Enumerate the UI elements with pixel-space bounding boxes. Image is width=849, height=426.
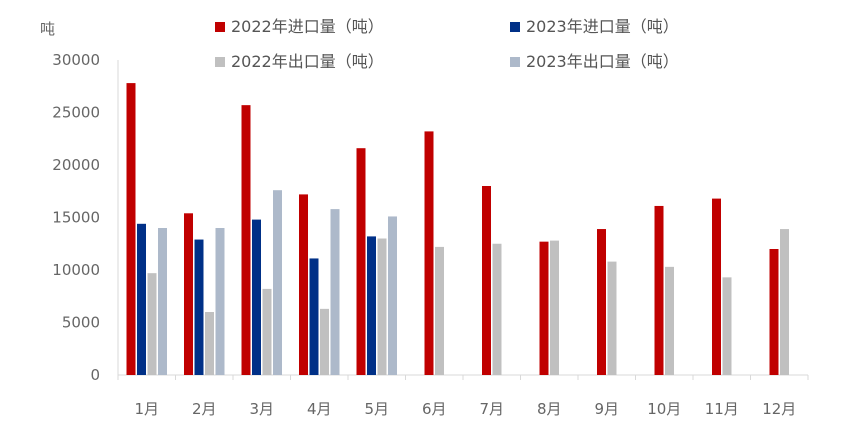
bar <box>299 194 308 375</box>
bar <box>712 198 721 375</box>
legend: 2022年进口量（吨） 2023年进口量（吨） 2022年出口量（吨） 2023年出口… <box>215 17 679 71</box>
y-unit-label: 吨 <box>40 20 55 38</box>
legend-swatch <box>510 57 520 67</box>
bar <box>126 83 136 375</box>
x-tick-label: 8月 <box>537 400 562 418</box>
bar <box>388 216 397 375</box>
y-tick-label: 0 <box>90 366 100 384</box>
x-tick-label: 3月 <box>249 400 274 418</box>
legend-swatch <box>215 57 225 67</box>
bar <box>607 261 617 375</box>
legend-label: 2023年出口量（吨） <box>526 52 679 71</box>
legend-label: 2023年进口量（吨） <box>526 17 679 36</box>
bar <box>722 277 732 375</box>
bar <box>377 238 387 375</box>
bar <box>205 312 214 375</box>
bar <box>654 205 664 375</box>
bar <box>769 249 779 375</box>
legend-label: 2022年进口量（吨） <box>231 17 384 36</box>
y-tick-label: 5000 <box>62 314 100 332</box>
bar <box>550 240 559 375</box>
bar <box>356 148 366 375</box>
bar <box>273 190 282 375</box>
bar <box>367 236 376 375</box>
bar <box>424 131 434 375</box>
x-tick-label: 11月 <box>705 400 739 418</box>
x-tick-label: 12月 <box>762 400 796 418</box>
x-tick-label: 1月 <box>134 400 159 418</box>
x-tick-label: 7月 <box>479 400 504 418</box>
x-tick-label: 4月 <box>307 400 332 418</box>
bar <box>262 288 272 375</box>
bar <box>158 228 167 375</box>
y-tick-label: 25000 <box>52 104 100 122</box>
x-tick-label: 9月 <box>594 400 619 418</box>
bar <box>330 209 340 375</box>
bar <box>147 273 157 375</box>
bar <box>215 228 225 375</box>
bar <box>320 308 329 375</box>
legend-swatch <box>510 22 520 32</box>
bars <box>126 83 789 376</box>
y-tick-label: 30000 <box>52 51 100 69</box>
bar <box>492 243 502 375</box>
bar <box>241 105 251 376</box>
legend-swatch <box>215 22 225 32</box>
y-tick-label: 20000 <box>52 156 100 174</box>
legend-label: 2022年出口量（吨） <box>231 52 384 71</box>
bar <box>780 229 789 375</box>
bar <box>482 186 491 375</box>
bar <box>184 213 193 375</box>
y-axis: 0 5000 10000 15000 20000 25000 30000 <box>52 51 119 384</box>
bar <box>309 258 319 375</box>
x-tick-label: 6月 <box>422 400 447 418</box>
x-axis: 1月 2月 3月 4月 5月 6月 7月 8月 9月 10月 11月 12月 <box>117 374 809 418</box>
bar <box>597 229 606 375</box>
x-tick-label: 5月 <box>364 400 389 418</box>
y-tick-label: 15000 <box>52 209 100 227</box>
bar <box>194 239 204 375</box>
x-tick-label: 10月 <box>647 400 681 418</box>
bar <box>435 246 444 375</box>
bar <box>137 223 146 375</box>
bar <box>665 266 674 375</box>
bar <box>252 219 261 375</box>
bar <box>539 241 549 375</box>
y-tick-label: 10000 <box>52 261 100 279</box>
x-tick-label: 2月 <box>192 400 217 418</box>
